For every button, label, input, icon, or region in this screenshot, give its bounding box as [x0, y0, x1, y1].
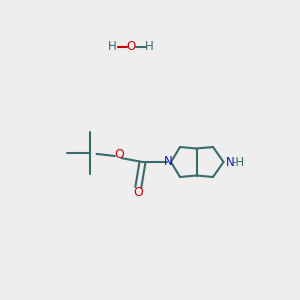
- Text: -H: -H: [232, 155, 245, 169]
- Text: N: N: [226, 155, 235, 169]
- Text: N: N: [164, 155, 173, 168]
- Text: O: O: [133, 186, 142, 200]
- Text: O: O: [114, 148, 124, 161]
- Text: O: O: [127, 40, 136, 53]
- Text: H: H: [108, 40, 117, 53]
- Text: H: H: [145, 40, 154, 53]
